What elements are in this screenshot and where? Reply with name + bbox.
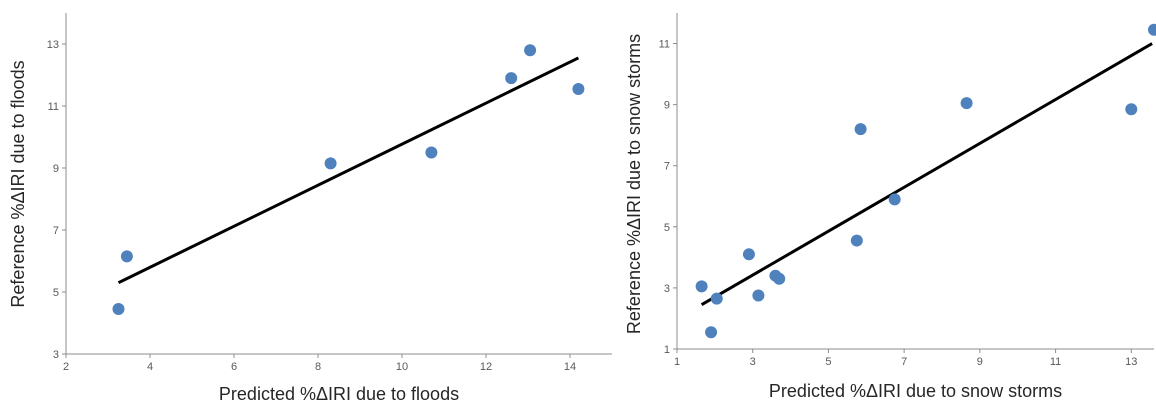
x-axis-label: Predicted %ΔIRI due to floods: [219, 384, 459, 404]
data-point: [850, 234, 863, 247]
x-tick-label: 10: [396, 361, 408, 373]
data-point: [524, 44, 537, 57]
data-point: [1148, 23, 1156, 36]
x-tick-label: 9: [977, 356, 983, 368]
y-tick-label: 3: [664, 283, 670, 295]
y-tick-label: 11: [48, 101, 59, 113]
y-tick-label: 9: [664, 100, 670, 112]
data-point: [324, 157, 337, 170]
data-point: [742, 248, 755, 261]
data-point: [705, 326, 718, 339]
trend-line: [700, 42, 1153, 307]
data-point: [854, 123, 867, 136]
data-point: [112, 303, 125, 316]
y-tick-label: 1: [664, 344, 670, 356]
data-point: [572, 82, 585, 95]
x-tick-label: 12: [480, 361, 492, 373]
data-point: [505, 72, 518, 85]
y-tick-label: 7: [664, 161, 670, 173]
x-tick-label: 3: [750, 356, 756, 368]
data-point: [120, 250, 133, 263]
y-tick-label: 9: [53, 163, 59, 175]
data-point: [695, 280, 708, 293]
data-point: [425, 146, 438, 159]
data-point: [960, 97, 973, 110]
y-tick-label: 3: [53, 349, 59, 361]
x-tick-label: 1: [674, 356, 680, 368]
floods-chart: 3 5 7 9 11 13 2 4 6 8 10 12 14 Predicted %ΔIRI due to…: [8, 13, 612, 404]
y-tick-label: 13: [47, 39, 59, 51]
x-tick-label: 5: [825, 356, 831, 368]
x-tick-label: 4: [147, 361, 153, 373]
y-tick-label: 11: [659, 39, 670, 51]
x-axis-label: Predicted %ΔIRI due to snow storms: [769, 381, 1062, 401]
y-axis-label: Reference %ΔIRI due to snow storms: [624, 34, 644, 334]
data-point: [1125, 103, 1138, 116]
y-tick-label: 5: [664, 222, 670, 234]
trend-line: [117, 56, 580, 285]
y-tick-label: 7: [53, 225, 59, 237]
data-point: [888, 193, 901, 206]
x-tick-label: 7: [901, 356, 907, 368]
y-axis-label: Reference %ΔIRI due to floods: [8, 60, 28, 307]
data-point: [773, 272, 786, 285]
data-point: [710, 292, 723, 305]
x-tick-label: 14: [564, 361, 576, 373]
data-point: [752, 289, 765, 302]
x-tick-label: 8: [315, 361, 321, 373]
x-tick-label: 13: [1125, 356, 1137, 368]
x-tick-label: 2: [63, 361, 69, 373]
x-tick-label: 6: [231, 361, 237, 373]
y-tick-label: 5: [53, 287, 59, 299]
x-tick-label: 11: [1050, 356, 1061, 368]
